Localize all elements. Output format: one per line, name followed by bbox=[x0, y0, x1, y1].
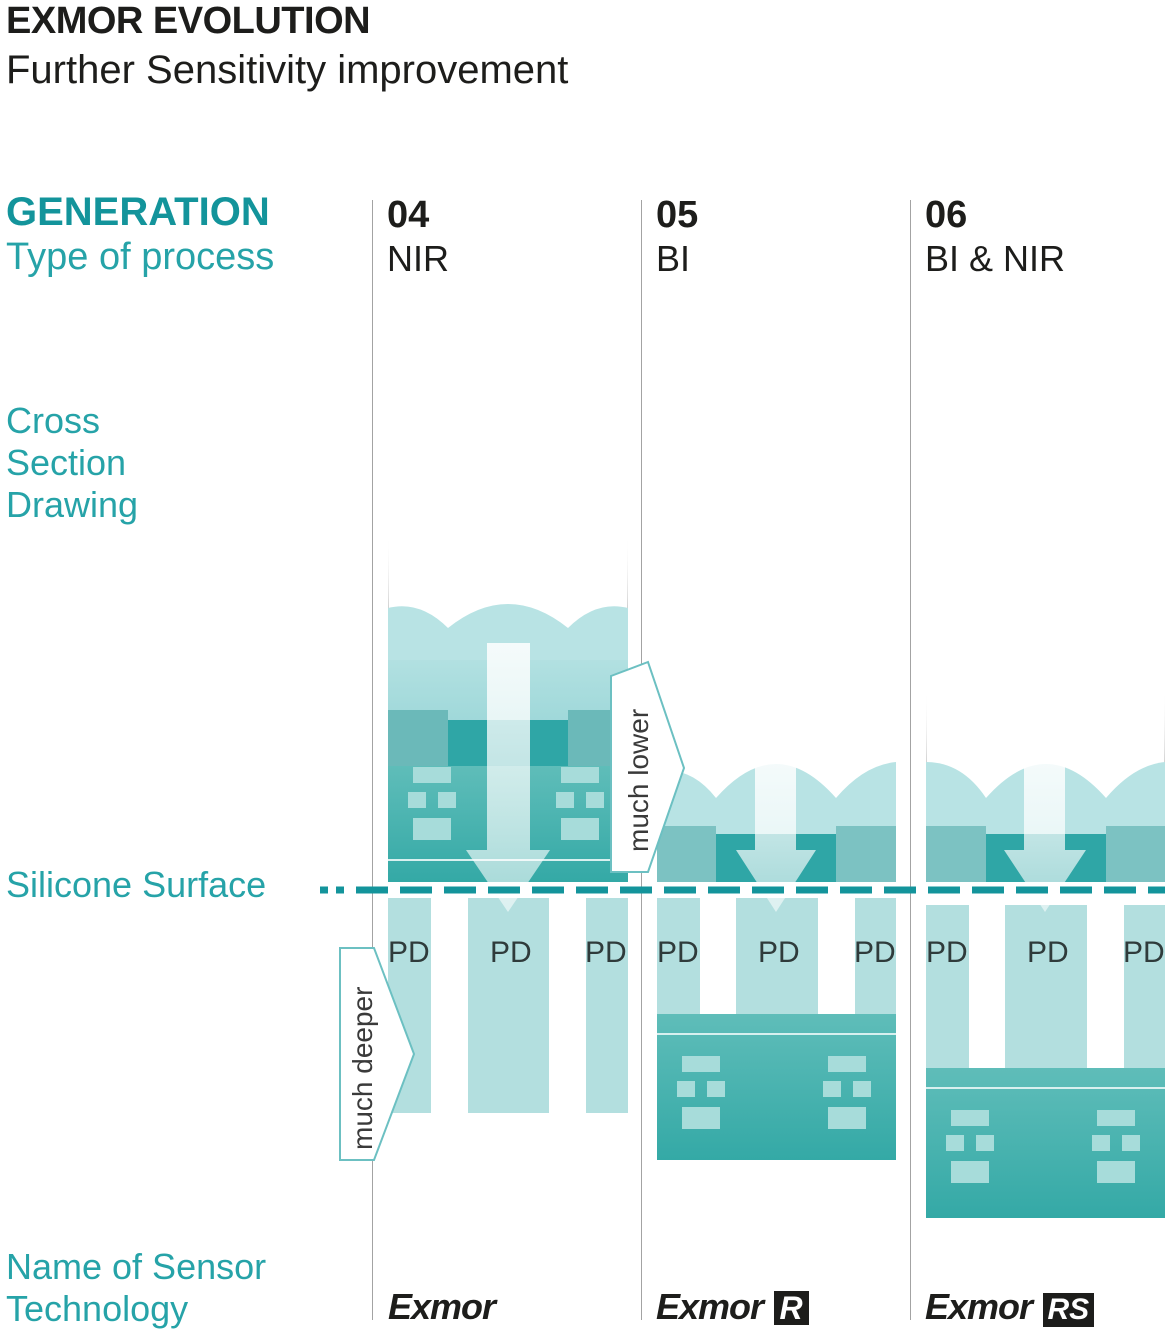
cross-section-label: Cross Section Drawing bbox=[6, 400, 138, 526]
cross-section-label-line: Drawing bbox=[6, 484, 139, 525]
wire-block bbox=[1092, 1135, 1110, 1151]
wire-block bbox=[1097, 1161, 1135, 1183]
sensor-logo-exmor-rs: Exmor RS bbox=[925, 1286, 1095, 1328]
wire-block bbox=[1097, 1110, 1135, 1126]
microlens bbox=[388, 606, 448, 660]
gen-05-drawing bbox=[657, 762, 896, 1160]
wire-block bbox=[828, 1056, 866, 1072]
pd-label: PD bbox=[1123, 936, 1165, 969]
wire-block bbox=[413, 767, 451, 783]
column-divider bbox=[910, 200, 911, 1320]
wire-block bbox=[586, 792, 604, 808]
photodiode bbox=[1005, 905, 1087, 1070]
photodiode bbox=[586, 898, 628, 1113]
wire-block bbox=[561, 818, 599, 840]
guide-line bbox=[926, 690, 927, 765]
gen-05-process: BI bbox=[656, 238, 691, 279]
photodiode bbox=[657, 898, 700, 1016]
light-arrow bbox=[466, 643, 550, 912]
microlens bbox=[836, 762, 896, 830]
wire-block bbox=[951, 1161, 989, 1183]
sensor-logo-exmor: Exmor bbox=[388, 1286, 496, 1328]
wire-block bbox=[828, 1107, 866, 1129]
microlens bbox=[568, 606, 628, 660]
pd-label: PD bbox=[657, 936, 699, 969]
color-filter bbox=[388, 710, 448, 766]
sensor-badge: R bbox=[773, 1291, 809, 1325]
color-filter bbox=[657, 826, 716, 882]
wire-block bbox=[408, 792, 426, 808]
gen-05-number: 05 bbox=[656, 194, 699, 236]
column-divider bbox=[372, 200, 373, 1320]
guide-line bbox=[388, 535, 389, 610]
wire-block bbox=[438, 792, 456, 808]
wire-block bbox=[1122, 1135, 1140, 1151]
much-lower-callout bbox=[610, 660, 686, 873]
photodiode bbox=[736, 898, 818, 1016]
page-subtitle: Further Sensitivity improvement bbox=[6, 48, 569, 92]
wire-block bbox=[677, 1081, 695, 1097]
process-type-label: Type of process bbox=[6, 236, 275, 278]
pd-labels: PD PD PD PD PD PD PD PD PD bbox=[388, 936, 1165, 969]
pd-label: PD bbox=[758, 936, 800, 969]
wire-block bbox=[951, 1110, 989, 1126]
guide-line bbox=[1164, 690, 1165, 765]
pd-label: PD bbox=[585, 936, 627, 969]
pd-label: PD bbox=[854, 936, 896, 969]
light-arrow bbox=[736, 762, 816, 912]
wire-block bbox=[682, 1107, 720, 1129]
cross-section-label-line: Section bbox=[6, 442, 127, 483]
gen-04-process: NIR bbox=[387, 238, 449, 279]
photodiode bbox=[1124, 905, 1165, 1070]
gen-06-process: BI & NIR bbox=[925, 238, 1066, 279]
color-filter bbox=[926, 826, 986, 882]
page-title: EXMOR EVOLUTION bbox=[6, 0, 371, 42]
pd-label: PD bbox=[1027, 936, 1069, 969]
sensor-name-label-line: Name of Sensor bbox=[6, 1246, 267, 1287]
color-filter bbox=[1106, 826, 1165, 882]
photodiode bbox=[926, 905, 969, 1070]
sensor-logo-text: Exmor bbox=[925, 1286, 1033, 1327]
photodiode bbox=[855, 898, 896, 1016]
wire-block bbox=[556, 792, 574, 808]
sensor-name-label-line: Technology bbox=[6, 1288, 189, 1329]
wire-block bbox=[561, 767, 599, 783]
sensor-logo-text: Exmor bbox=[656, 1286, 764, 1327]
pd-label: PD bbox=[490, 936, 532, 969]
gen-04-number: 04 bbox=[387, 194, 430, 236]
sensor-name-label: Name of Sensor Technology bbox=[6, 1246, 266, 1330]
sensor-logo-text: Exmor bbox=[388, 1286, 496, 1327]
gen-04-drawing bbox=[388, 604, 628, 1113]
light-arrow bbox=[1004, 762, 1086, 912]
wire-block bbox=[853, 1081, 871, 1097]
guide-line bbox=[627, 535, 628, 610]
generation-label: GENERATION bbox=[6, 190, 270, 234]
gen-06-drawing bbox=[926, 762, 1165, 1218]
sensor-logo-exmor-r: Exmor R bbox=[656, 1286, 809, 1328]
much-deeper-label: much deeper bbox=[347, 987, 378, 1150]
wire-block bbox=[707, 1081, 725, 1097]
microlens bbox=[1106, 762, 1165, 830]
microlens bbox=[926, 762, 986, 830]
much-lower-label: much lower bbox=[623, 709, 654, 852]
much-deeper-callout bbox=[339, 947, 416, 1161]
photodiode bbox=[468, 898, 549, 1113]
wire-block bbox=[682, 1056, 720, 1072]
silicone-surface-label: Silicone Surface bbox=[6, 864, 267, 905]
wire-block bbox=[946, 1135, 964, 1151]
wire-block bbox=[413, 818, 451, 840]
pd-label: PD bbox=[388, 936, 430, 969]
cross-section-label-line: Cross bbox=[6, 400, 101, 441]
color-filter bbox=[836, 826, 896, 882]
sensor-badge: RS bbox=[1042, 1293, 1095, 1327]
pd-label: PD bbox=[926, 936, 968, 969]
wire-block bbox=[823, 1081, 841, 1097]
wire-block bbox=[976, 1135, 994, 1151]
microlens bbox=[448, 604, 568, 660]
gen-06-number: 06 bbox=[925, 194, 968, 236]
